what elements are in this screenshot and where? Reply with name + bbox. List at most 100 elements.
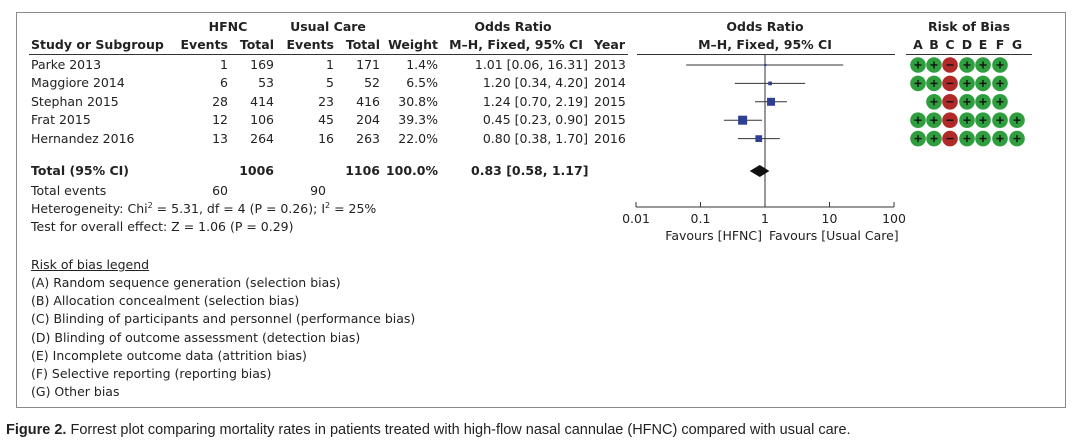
header-year: Year — [594, 37, 625, 52]
rob-legend-item: (B) Allocation concealment (selection bi… — [31, 293, 299, 308]
header-method: M–H, Fixed, 95% CI — [449, 37, 583, 52]
rob-legend-key: (C) — [31, 311, 50, 327]
header-plot-method: M–H, Fixed, 95% CI — [698, 37, 832, 52]
pooled-diamond — [749, 165, 770, 177]
rob-legend-title: Risk of bias legend — [31, 257, 150, 272]
total-label: Total (95% CI) — [31, 163, 130, 178]
total-usual: 263 — [356, 130, 380, 146]
rob-legend-text: Blinding of participants and personnel (… — [49, 311, 416, 327]
rob-legend-key: (G) — [31, 384, 51, 400]
study-weight: 22.0% — [398, 130, 438, 146]
rob-legend-key: (E) — [31, 347, 49, 363]
header-study: Study or Subgroup — [31, 37, 164, 52]
events-hfnc: 1 — [220, 57, 228, 72]
rob-letter-c: C — [945, 37, 955, 52]
rob-legend-key: (A) — [31, 275, 50, 290]
rob-legend-text: Selective reporting (reporting bias) — [47, 366, 272, 381]
header-rule-plot — [637, 54, 895, 55]
rob-letter-g: G — [1011, 37, 1023, 52]
rob-legend-key: (D) — [31, 329, 51, 345]
events-usual: 23 — [318, 93, 334, 109]
point-estimate — [738, 115, 748, 125]
total-events-hfnc: 60 — [212, 183, 228, 198]
study-year: 2015 — [594, 93, 626, 109]
rob-legend-key: (F) — [31, 366, 48, 381]
total-hfnc: 264 — [250, 130, 274, 146]
figure-number: Figure 2. — [6, 422, 67, 438]
study-name: Parke 2013 — [31, 57, 102, 72]
total-hfnc: 53 — [258, 75, 274, 91]
axis-tick-label: 10 — [821, 211, 838, 226]
total-events-usual: 90 — [310, 183, 326, 198]
total-hfnc: 169 — [250, 57, 274, 72]
rob-letter-d: D — [961, 37, 973, 52]
events-hfnc: 12 — [212, 112, 228, 128]
header-hfnc: HFNC — [208, 19, 248, 34]
study-ci: 0.45 [0.23, 0.90] — [482, 112, 588, 128]
rob-legend-text: Random sequence generation (selection bi… — [49, 275, 341, 290]
rob-letter-b: B — [929, 37, 939, 52]
header-events-1: Events — [180, 37, 228, 52]
events-usual: 45 — [318, 112, 334, 128]
events-hfnc: 28 — [212, 93, 228, 109]
point-estimate — [767, 97, 776, 106]
axis-tick-label: 1 — [761, 211, 769, 226]
study-year: 2014 — [594, 75, 626, 91]
study-weight: 1.4% — [406, 57, 438, 72]
header-rule-rob — [906, 54, 1032, 55]
study-weight: 6.5% — [406, 75, 438, 91]
total-hfnc: 106 — [250, 112, 274, 128]
axis-tick-label: 0.01 — [622, 211, 650, 226]
figure-caption: Figure 2. Forrest plot comparing mortali… — [6, 422, 851, 438]
events-hfnc: 13 — [212, 130, 228, 146]
rob-legend-text: Allocation concealment (selection bias) — [49, 293, 300, 309]
rob-legend-item: (E) Incomplete outcome data (attrition b… — [31, 348, 307, 363]
total-usual: 52 — [364, 75, 380, 91]
study-name: Hernandez 2016 — [31, 130, 135, 146]
rob-legend-text: Incomplete outcome data (attrition bias) — [48, 347, 307, 363]
header-total-2: Total — [345, 37, 380, 52]
study-ci: 0.80 [0.38, 1.70] — [482, 130, 588, 146]
header-odds-ratio: Odds Ratio — [474, 19, 552, 34]
rob-legend-item: (G) Other bias — [31, 384, 119, 399]
rob-legend-item: (D) Blinding of outcome assessment (dete… — [31, 330, 360, 345]
heterogeneity-text: Heterogeneity: Chi2 = 5.31, df = 4 (P = … — [31, 200, 377, 216]
total-usual: 416 — [356, 93, 380, 109]
rob-letter-e: E — [978, 37, 988, 52]
header-total-1: Total — [239, 37, 274, 52]
figure-frame — [16, 12, 1066, 408]
point-estimate — [764, 63, 767, 67]
total-ci: 0.83 [0.58, 1.17] — [471, 163, 589, 178]
study-year: 2015 — [594, 112, 626, 128]
events-usual: 1 — [326, 57, 334, 72]
header-risk-of-bias: Risk of Bias — [927, 19, 1011, 34]
events-usual: 5 — [326, 75, 334, 91]
total-events-label: Total events — [31, 183, 107, 198]
rob-legend-text: Other bias — [50, 384, 120, 400]
events-usual: 16 — [318, 130, 334, 146]
header-plot-title: Odds Ratio — [726, 19, 804, 34]
study-weight: 39.3% — [398, 112, 438, 128]
total-n-usual: 1106 — [345, 163, 380, 178]
axis-tick-label: 0.1 — [690, 211, 711, 226]
total-n-hfnc: 1006 — [239, 163, 274, 178]
total-usual: 171 — [356, 57, 380, 72]
axis-tick-label: 100 — [882, 211, 906, 226]
events-hfnc: 6 — [220, 75, 228, 91]
overall-effect-text: Test for overall effect: Z = 1.06 (P = 0… — [31, 219, 294, 234]
rob-legend-text: Blinding of outcome assessment (detectio… — [50, 329, 361, 345]
study-name: Frat 2015 — [31, 112, 91, 128]
total-weight: 100.0% — [385, 163, 438, 178]
rob-legend-item: (F) Selective reporting (reporting bias) — [31, 366, 271, 381]
total-usual: 204 — [356, 112, 380, 128]
favours-hfnc: Favours [HFNC] — [665, 228, 762, 243]
header-rule-left — [29, 54, 628, 55]
rob-letter-f: F — [995, 37, 1005, 52]
rob-legend-item: (A) Random sequence generation (selectio… — [31, 275, 341, 290]
total-hfnc: 414 — [250, 93, 274, 109]
rob-letter-a: A — [913, 37, 923, 52]
caption-text: Forrest plot comparing mortality rates i… — [66, 422, 851, 438]
study-ci: 1.20 [0.34, 4.20] — [482, 75, 588, 91]
rob-legend-item: (C) Blinding of participants and personn… — [31, 311, 415, 326]
study-name: Maggiore 2014 — [31, 75, 125, 91]
